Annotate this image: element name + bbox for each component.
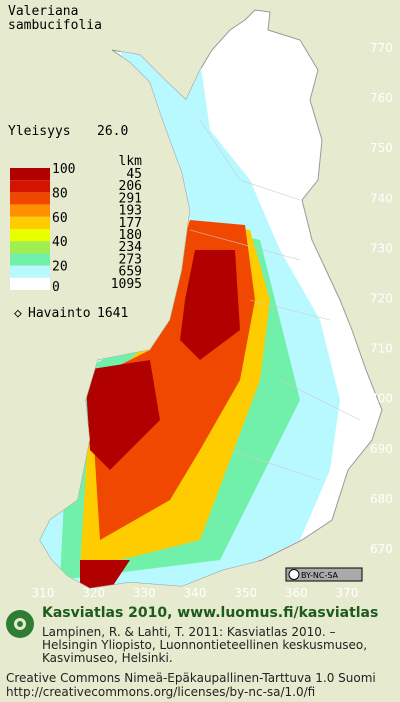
y-coordinate: 690	[370, 442, 393, 456]
scale-label: 40	[52, 235, 68, 250]
scale-label: 80	[52, 186, 68, 201]
legend-swatch	[10, 253, 50, 266]
legend-swatch	[10, 265, 50, 278]
footer-heading: Kasviatlas 2010, www.luomus.fi/kasviatla…	[42, 605, 378, 621]
license: Creative Commons Nimeä-Epäkaupallinen-Ta…	[6, 671, 376, 685]
license-badge-text: BY-NC-SA	[301, 571, 339, 580]
count: 1095	[111, 277, 142, 292]
x-coordinate: 350	[234, 586, 257, 600]
y-coordinate: 680	[370, 492, 393, 506]
count: 206	[119, 179, 142, 194]
title: Valeriana	[8, 4, 78, 19]
scale-label: 60	[52, 211, 68, 226]
count: 45	[126, 167, 142, 182]
citation: Lampinen, R. & Lahti, T. 2011: Kasviatla…	[42, 625, 336, 639]
citation: Helsingin Yliopisto, Luonnontieteellinen…	[42, 638, 367, 652]
count: 273	[119, 252, 142, 267]
observation-icon: ◇	[14, 306, 22, 321]
map	[39, 9, 383, 589]
observations-label: Havainto	[28, 306, 91, 321]
logo	[6, 610, 34, 638]
count: 291	[119, 191, 142, 206]
count-header: lkm	[119, 154, 143, 169]
x-coordinate: 370	[336, 586, 359, 600]
frequency-value: 26.0	[97, 124, 128, 139]
y-coordinate: 710	[370, 342, 393, 356]
legend-swatch	[10, 216, 50, 229]
title: sambucifolia	[8, 18, 102, 33]
legend-swatch	[10, 192, 50, 205]
x-coordinate: 320	[82, 586, 105, 600]
observations-count: 1641	[97, 306, 128, 321]
citation: Kasvimuseo, Helsinki.	[42, 651, 173, 665]
legend-swatch	[10, 241, 50, 254]
count: 193	[119, 204, 142, 219]
y-coordinate: 760	[370, 91, 393, 105]
x-coordinate: 310	[32, 586, 55, 600]
x-coordinate: 340	[184, 586, 207, 600]
count: 659	[119, 265, 142, 280]
x-coordinate: 360	[285, 586, 308, 600]
y-coordinate: 770	[370, 41, 393, 55]
license: http://creativecommons.org/licenses/by-n…	[6, 685, 315, 699]
scale-label: 20	[52, 260, 68, 275]
scale-label: 100	[52, 162, 75, 177]
y-coordinate: 730	[370, 241, 393, 255]
y-coordinate: 670	[370, 542, 393, 556]
y-coordinate: 750	[370, 141, 393, 155]
legend: 100 80 60 40 20 0 4520629119317718023427365910…	[10, 162, 142, 295]
count: 177	[119, 216, 142, 231]
legend-swatch	[10, 180, 50, 193]
y-coordinates: 770 760 750 740 730 720 710 700 690 680 670	[370, 41, 393, 556]
y-coordinate: 740	[370, 191, 393, 205]
license-badge: BY-NC-SA	[285, 567, 363, 582]
y-coordinate: 700	[370, 392, 393, 406]
legend-swatch	[10, 229, 50, 242]
count: 234	[119, 240, 143, 255]
scale-label: 0	[52, 280, 60, 295]
count: 180	[119, 228, 142, 243]
x-coordinates: 310 320 330 340 350 360 370	[32, 586, 359, 600]
legend-swatch	[10, 168, 50, 181]
y-coordinate: 720	[370, 292, 393, 306]
legend-swatch	[10, 277, 50, 290]
x-coordinate: 330	[133, 586, 156, 600]
legend-swatch	[10, 204, 50, 217]
frequency-label: Yleisyys	[8, 124, 71, 139]
